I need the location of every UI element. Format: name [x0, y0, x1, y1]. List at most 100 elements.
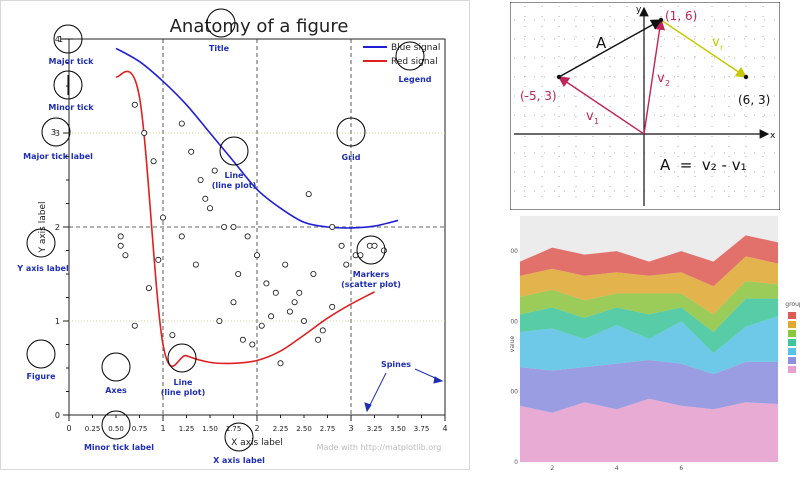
- area-band: [520, 281, 778, 332]
- circle-major-tick-label: [41, 117, 71, 147]
- y-major-tick-label: 4: [55, 35, 60, 44]
- vector-arrow-vr: [660, 19, 748, 78]
- x-axis-label: X axis label: [231, 438, 283, 448]
- series-line: [115, 70, 375, 368]
- scatter-point: [319, 327, 326, 334]
- x-major-tick-label: 2: [254, 424, 259, 433]
- x-minor-tick-label: 1.50: [202, 425, 218, 433]
- scatter-point: [291, 299, 298, 306]
- stack-y-tick-label: 400: [510, 318, 518, 325]
- x-minor-tick-label: 0.75: [132, 425, 148, 433]
- stack-y-tick-label: 600: [510, 248, 518, 255]
- scatter-point: [202, 195, 209, 202]
- vector-arrow-A: [558, 19, 663, 78]
- stack-legend-swatch: [788, 366, 796, 373]
- stack-ticks: 0 200 400 600 2 4 6: [507, 248, 684, 472]
- scatter-point: [343, 261, 350, 268]
- stack-legend-swatch: [788, 312, 796, 319]
- ann-markersb: (scatter plot): [341, 280, 401, 289]
- vector-axis-y-label: y: [636, 5, 642, 15]
- ann-markers: Markers: [353, 270, 390, 279]
- circle-line1: [219, 136, 249, 166]
- circle-minor-tick-label: [101, 410, 131, 440]
- stack-legend-swatch: [788, 348, 796, 355]
- vector-label-v1-sub: 1: [594, 117, 599, 126]
- ann-line2b: (line plot): [161, 388, 206, 397]
- y-axis-label: Y axis label: [38, 201, 48, 253]
- ann-grid: Grid: [342, 153, 361, 162]
- x-minor-tick-label: 2.75: [320, 425, 336, 433]
- scatter-point: [296, 289, 303, 296]
- annotation-circles: [26, 8, 425, 452]
- legend: Blue signal Red signal: [363, 43, 440, 67]
- circle-grid: [336, 117, 366, 147]
- scatter-point: [305, 191, 312, 198]
- circle-major-tick-label-glyph: 3: [51, 128, 56, 137]
- scatter-point: [286, 308, 293, 315]
- stack-ylabel: value: [510, 335, 516, 352]
- vector-label-v2-sub: 2: [665, 79, 670, 88]
- ann-x-axis-label: X axis label: [213, 456, 265, 465]
- scatter-point: [272, 289, 279, 296]
- scatter-point: [192, 261, 199, 268]
- vector-point: [556, 74, 562, 80]
- scatter-point: [178, 120, 185, 127]
- circle-title: [206, 8, 236, 38]
- watermark: Made with http://matplotlib.org: [317, 443, 442, 452]
- scatter-point: [230, 223, 237, 230]
- scatter-point: [329, 303, 336, 310]
- circle-major-tick: [53, 24, 83, 54]
- x-minor-tick-label: 3.50: [390, 425, 406, 433]
- ann-title: Title: [209, 44, 230, 53]
- scatter-point: [155, 256, 162, 263]
- anatomy-title: Anatomy of a figure: [170, 16, 349, 37]
- scatter-point: [258, 322, 265, 329]
- ann-y-axis-label: Y axis label: [16, 264, 69, 273]
- scatter-point: [131, 101, 138, 108]
- vector-label-v2: v: [657, 71, 665, 86]
- stack-y-tick-label: 0: [514, 459, 518, 466]
- scatter-point: [315, 336, 322, 343]
- vector-axes: [514, 6, 770, 206]
- scatter-point: [249, 341, 256, 348]
- area-band: [520, 256, 778, 315]
- scatter-point: [268, 313, 275, 320]
- area-band: [520, 235, 778, 287]
- area-band: [520, 398, 778, 462]
- x-minor-tick-label: 0.25: [85, 425, 101, 433]
- scatter-point: [300, 317, 307, 324]
- circle-inner-marks: [61, 38, 73, 95]
- circle-axes: [101, 352, 131, 382]
- series-line: [115, 47, 399, 229]
- scatter-point: [338, 242, 345, 249]
- circle-x-axis-label: [224, 422, 254, 452]
- scatter-point: [253, 252, 260, 259]
- scatter-point: [230, 299, 237, 306]
- scatter-markers: [117, 101, 387, 367]
- grid: [69, 39, 445, 415]
- scatter-point: [282, 261, 289, 268]
- vector-arrows: [556, 17, 749, 135]
- scatter-point: [117, 233, 124, 240]
- ann-major-tick-label: Major tick label: [23, 152, 93, 161]
- circle-line2: [167, 343, 197, 373]
- stack-legend-title: group: [785, 301, 800, 308]
- ann-spines: Spines: [381, 360, 411, 369]
- vector-arrow-v1: [557, 76, 645, 135]
- scatter-point: [216, 317, 223, 324]
- scatter-point: [117, 242, 124, 249]
- stack-y-tick-label: 200: [510, 389, 518, 396]
- ann-line2: Line: [174, 378, 194, 387]
- scatter-point: [197, 176, 204, 183]
- ann-major-tick: Major tick: [49, 57, 95, 66]
- scatter-point: [310, 270, 317, 277]
- ann-minor-tick: Minor tick: [48, 103, 94, 112]
- scatter-point: [169, 332, 176, 339]
- area-band: [520, 360, 778, 413]
- vector-axis-x-label: x: [770, 131, 776, 141]
- scatter-point: [221, 223, 228, 230]
- x-minor-tick-label: 3.25: [367, 425, 383, 433]
- scatter-point: [244, 233, 251, 240]
- point-label-2: (1, 6): [665, 9, 697, 23]
- stacked-area-chart: 0 200 400 600 2 4 6 value group: [507, 214, 800, 476]
